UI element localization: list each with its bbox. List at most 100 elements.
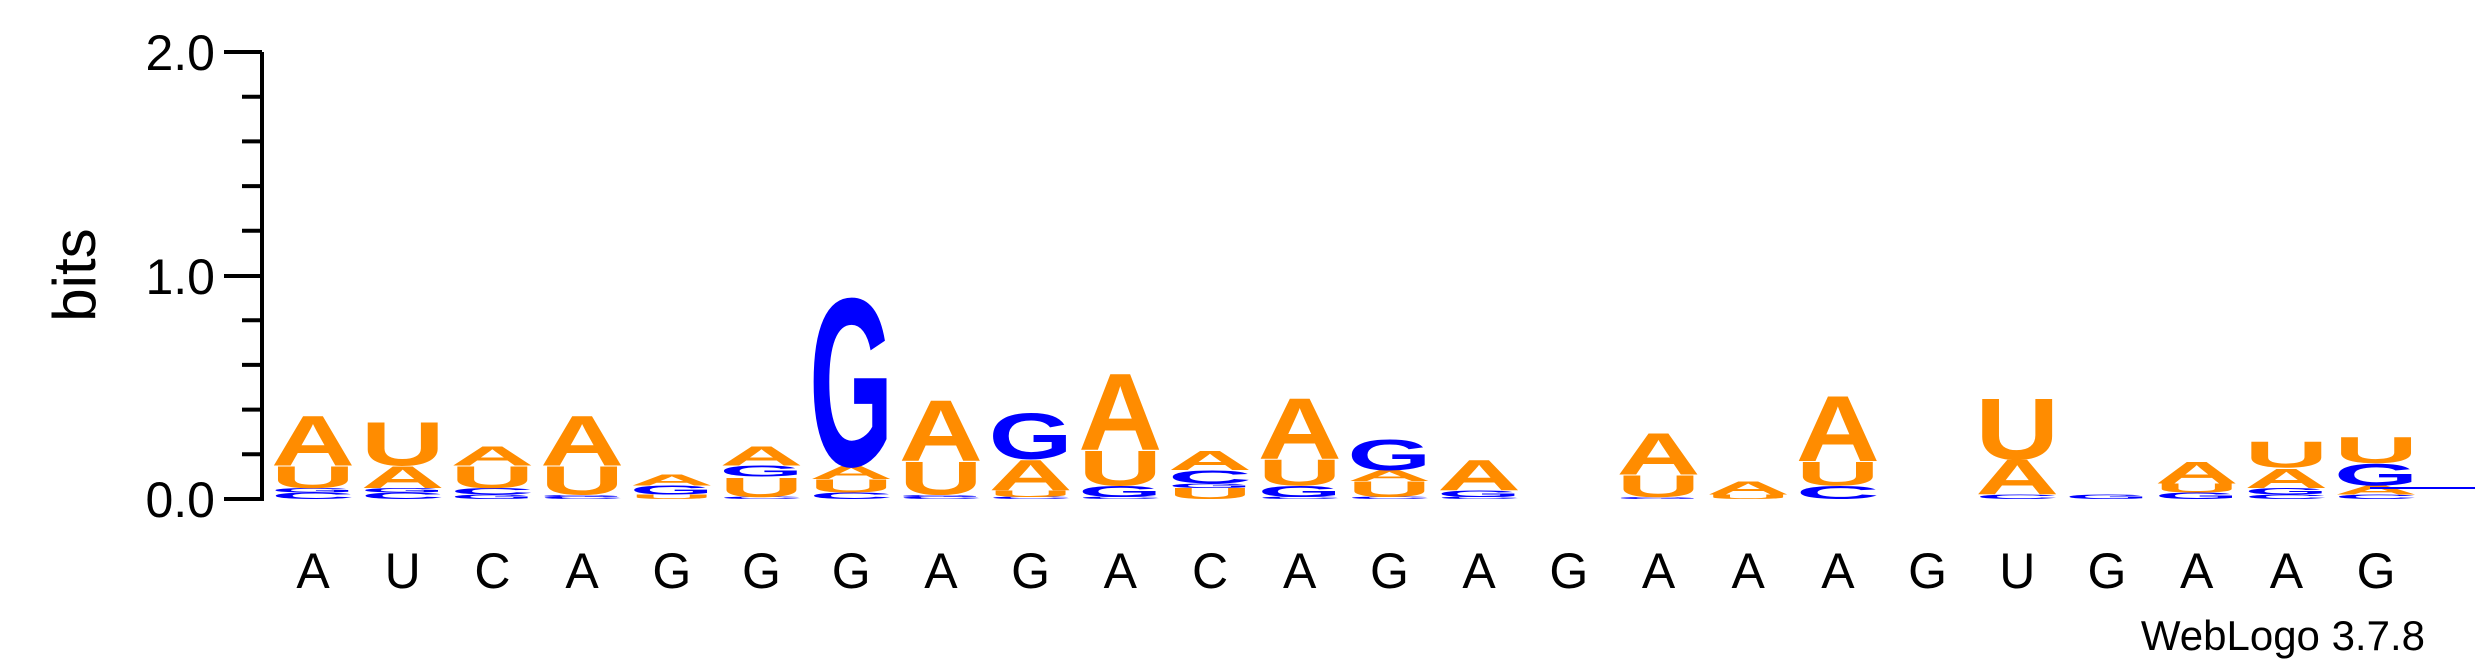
logo-letter-g: G xyxy=(271,487,355,494)
position-label: A xyxy=(1821,543,1855,599)
logo-letter-a: A xyxy=(1617,420,1701,487)
logo-letter-g: G xyxy=(1078,483,1162,500)
position-label: G xyxy=(1011,543,1050,599)
logo-letter-g: G xyxy=(1617,496,1701,499)
logo-letter-c: C xyxy=(989,496,1073,499)
position-label: C xyxy=(1192,543,1228,599)
logo-letter-c: C xyxy=(361,491,445,501)
logo-letter-g: G xyxy=(2065,493,2149,500)
y-tick-label-2: 2.0 xyxy=(145,25,215,81)
position-label: A xyxy=(565,543,599,599)
logo-letter-a: A xyxy=(989,450,1073,499)
position-label: A xyxy=(1283,543,1317,599)
logo-letter-c: C xyxy=(1168,466,1252,487)
logo-letter-c: C xyxy=(1975,493,2059,500)
position-label: A xyxy=(1642,543,1676,599)
logo-letter-u: U xyxy=(361,409,445,479)
weblogo-version-label: WebLogo 3.7.8 xyxy=(2141,612,2425,659)
logo-letter-g: G xyxy=(1168,482,1252,489)
logo-letter-g: G xyxy=(540,494,624,497)
logo-letter-g: G xyxy=(630,483,714,497)
position-label: A xyxy=(1462,543,1496,599)
logo-letter-a: A xyxy=(1258,380,1342,478)
position-label: G xyxy=(1549,543,1588,599)
position-label: U xyxy=(385,543,421,599)
y-tick-label-1: 1.0 xyxy=(145,249,215,305)
logo-letter-a: A xyxy=(1706,478,1790,499)
logo-letter-c: C xyxy=(809,491,893,501)
logo-letter-g: G xyxy=(450,493,534,500)
logo-letter-c: C xyxy=(1078,496,1162,499)
logo-letter-a: A xyxy=(271,402,355,481)
logo-letter-u: U xyxy=(2334,430,2418,472)
logo-letter-c: C xyxy=(2244,493,2328,500)
logo-letter-u: U xyxy=(1168,485,1252,502)
logo-letter-c: C xyxy=(271,491,355,501)
position-label: A xyxy=(2180,543,2214,599)
logo-letter-a: A xyxy=(1078,351,1162,473)
position-label: G xyxy=(832,543,871,599)
logo-letter-u: U xyxy=(540,458,624,503)
logo-letter-u: U xyxy=(1796,455,1880,493)
logo-letter-c: C xyxy=(899,496,983,499)
logo-letter-a: A xyxy=(899,382,983,480)
logo-letter-u: U xyxy=(1616,469,1700,504)
logo-letter-a: A xyxy=(2244,462,2328,494)
position-label: G xyxy=(652,543,691,599)
logo-letter-a: A xyxy=(630,471,714,488)
logo-letter-u: U xyxy=(1706,493,1790,500)
position-label: G xyxy=(1908,543,1947,599)
logo-letter-g: G xyxy=(1347,431,1431,480)
logo-letter-c: C xyxy=(2334,493,2418,500)
position-label: C xyxy=(474,543,510,599)
y-axis-label: bits xyxy=(41,228,108,321)
logo-letter-a: A xyxy=(1437,450,1521,499)
logo-letter-a: A xyxy=(809,462,893,483)
position-label: A xyxy=(1732,543,1766,599)
logo-letter-a: A xyxy=(1347,467,1431,484)
logo-letter-a: A xyxy=(720,440,804,472)
logo-letter-g: G xyxy=(809,249,893,517)
logo-letter-a: A xyxy=(1168,444,1252,476)
logo-letter-c: C xyxy=(719,496,803,499)
logo-letter-c: C xyxy=(1796,482,1880,503)
logo-letter-a: A xyxy=(2155,455,2239,490)
logo-letter-u: U xyxy=(271,460,355,495)
logo-letter-u: U xyxy=(630,493,714,500)
logo-letter-u: U xyxy=(1078,440,1162,496)
logo-letter-a: A xyxy=(450,440,534,472)
logo-letter-u: U xyxy=(1975,380,2059,478)
position-label: G xyxy=(2088,543,2127,599)
logo-letter-g: G xyxy=(1437,488,1521,498)
logo-letter-g: G xyxy=(2334,457,2418,492)
logo-letter-g: G xyxy=(899,494,983,497)
position-label: G xyxy=(2357,543,2396,599)
logo-letter-a: A xyxy=(1975,449,2059,505)
logo-letter-c: C xyxy=(1258,496,1342,499)
position-label: G xyxy=(1370,543,1409,599)
logo-letter-u: U xyxy=(720,471,804,503)
logo-letter-g: G xyxy=(2244,486,2328,496)
logo-letter-u: U xyxy=(809,475,893,496)
logo-letter-a: A xyxy=(1796,377,1880,482)
logo-letter-u: U xyxy=(1258,452,1342,494)
logo-letter-c: C xyxy=(450,486,534,496)
y-axis-minor-ticks xyxy=(242,50,262,457)
position-label: A xyxy=(2270,543,2304,599)
logo-letter-c: C xyxy=(1437,496,1521,499)
position-label: A xyxy=(1104,543,1138,599)
logo-letter-u: U xyxy=(989,488,1073,498)
logo-letter-a: A xyxy=(540,402,624,481)
logo-letter-u: U xyxy=(450,460,534,495)
logo-letter-g: G xyxy=(1258,483,1342,500)
logo-letter-u: U xyxy=(2155,481,2239,495)
logo-letter-g: G xyxy=(989,399,1073,472)
logo-letter-c: C xyxy=(1347,496,1431,499)
position-label: A xyxy=(924,543,958,599)
y-tick-label-0: 0.0 xyxy=(145,472,215,528)
logo-letter-u: U xyxy=(1347,477,1431,502)
logo-letter-a: A xyxy=(2334,483,2418,497)
